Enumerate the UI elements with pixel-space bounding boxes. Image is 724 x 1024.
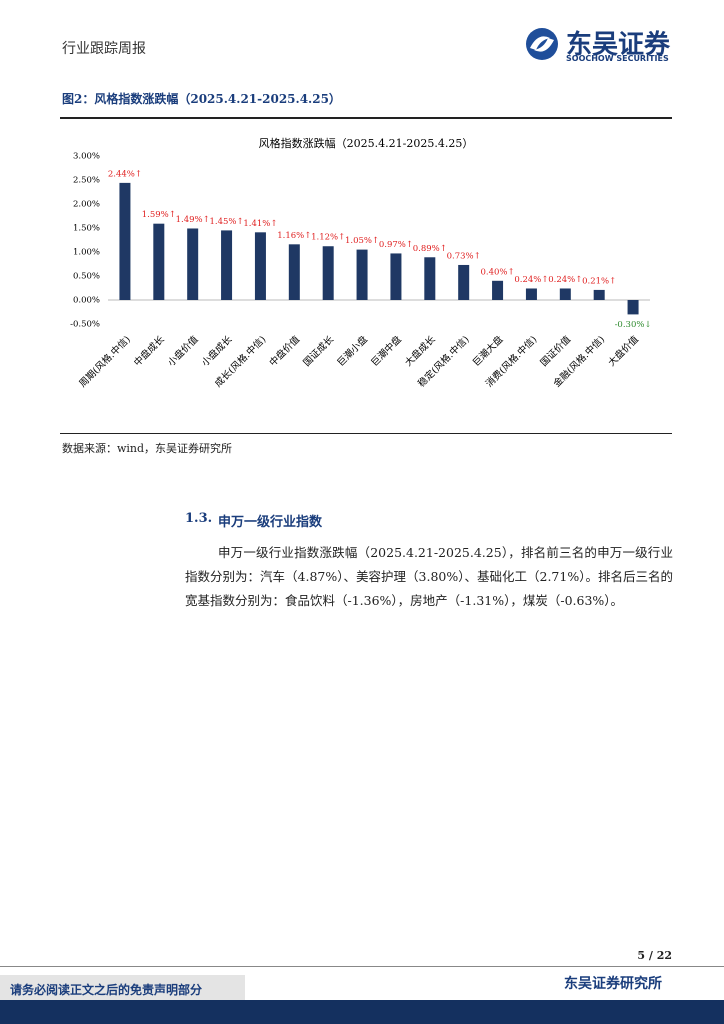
value-label: 1.16%↑ <box>277 231 311 241</box>
y-tick-label: 0.50% <box>73 272 100 282</box>
footer-band <box>0 1000 724 1024</box>
disclaimer: 请务必阅读正文之后的免责声明部分 <box>10 983 203 997</box>
value-label: 1.05%↑ <box>345 236 379 246</box>
disclaimer-box <box>0 975 245 1000</box>
rule <box>0 966 724 967</box>
x-tick-label: 国证成长 <box>301 333 337 369</box>
y-tick-label: 2.50% <box>73 176 100 186</box>
value-label: 1.45%↑ <box>210 217 244 227</box>
y-tick-label: 3.00% <box>73 152 100 162</box>
x-tick-label: 大盘价值 <box>606 333 642 369</box>
page-number: 5 / 22 <box>637 949 672 962</box>
y-tick-label: 1.50% <box>73 224 100 234</box>
value-label: 0.21%↑ <box>582 276 616 286</box>
bar <box>322 246 334 300</box>
bar <box>559 288 571 300</box>
chart-title: 风格指数涨跌幅（2025.4.21-2025.4.25） <box>259 136 474 150</box>
y-tick-label: 2.00% <box>73 200 100 210</box>
rule <box>60 433 672 434</box>
bar <box>525 288 537 300</box>
report-type: 行业跟踪周报 <box>62 41 146 57</box>
value-label: 1.12%↑ <box>311 233 345 243</box>
x-tick-label: 中盘成长 <box>131 333 167 369</box>
y-tick-label: 1.00% <box>73 248 100 258</box>
bar <box>356 249 368 300</box>
x-tick-label: 大盘成长 <box>402 333 438 369</box>
y-tick-label: -0.50% <box>70 320 100 330</box>
value-label: 1.49%↑ <box>176 215 210 225</box>
bar <box>254 232 266 300</box>
x-tick-label: 巨潮大盘 <box>470 333 506 369</box>
value-label: 0.40%↑ <box>481 267 515 277</box>
bar <box>424 257 436 300</box>
bar <box>187 228 199 300</box>
paragraph: 申万一级行业指数涨跌幅（2025.4.21-2025.4.25），排名前三名的申… <box>185 545 673 608</box>
logo-icon <box>526 28 558 60</box>
bar <box>221 230 233 300</box>
bar <box>492 280 504 300</box>
bar <box>627 300 639 315</box>
chart: 风格指数涨跌幅（2025.4.21-2025.4.25） -0.50% 0.00%… <box>70 136 652 390</box>
y-tick-label: 0.00% <box>73 296 100 306</box>
x-tick-label: 小盘成长 <box>199 333 235 369</box>
institute: 东吴证券研究所 <box>564 976 662 992</box>
value-label: 1.59%↑ <box>142 210 176 220</box>
x-tick-label: 小盘价值 <box>165 333 201 369</box>
x-tick-label: 中盘价值 <box>267 333 303 369</box>
x-tick-label: 周期(风格.中信) <box>77 333 133 389</box>
value-label: 0.24%↑ <box>548 275 582 285</box>
value-label: 0.73%↑ <box>447 251 481 261</box>
section-number: 1.3. <box>185 511 213 526</box>
value-label: 0.97%↑ <box>379 240 413 250</box>
figure-caption: 图2：风格指数涨跌幅（2025.4.21-2025.4.25） <box>62 92 341 106</box>
rule <box>60 117 672 119</box>
value-label: -0.30%↓ <box>615 320 652 330</box>
bar <box>288 244 300 300</box>
x-tick-label: 巨潮小盘 <box>335 333 371 369</box>
brand: 东吴证券 <box>566 30 671 60</box>
bar <box>153 223 165 300</box>
value-label: 2.44%↑ <box>108 169 142 179</box>
source: 数据来源：wind，东吴证券研究所 <box>62 442 233 455</box>
x-tick-label: 巨潮中盘 <box>368 333 404 369</box>
bar <box>458 264 470 300</box>
value-label: 0.89%↑ <box>413 244 447 254</box>
bar <box>593 289 605 300</box>
x-tick-label: 国证价值 <box>538 333 574 369</box>
bar <box>119 182 131 300</box>
value-label: 1.41%↑ <box>243 219 277 229</box>
bar <box>390 253 402 300</box>
brand-en: SOOCHOW SECURITIES <box>566 54 669 63</box>
section-title: 申万一级行业指数 <box>218 515 323 530</box>
value-label: 0.24%↑ <box>514 275 548 285</box>
